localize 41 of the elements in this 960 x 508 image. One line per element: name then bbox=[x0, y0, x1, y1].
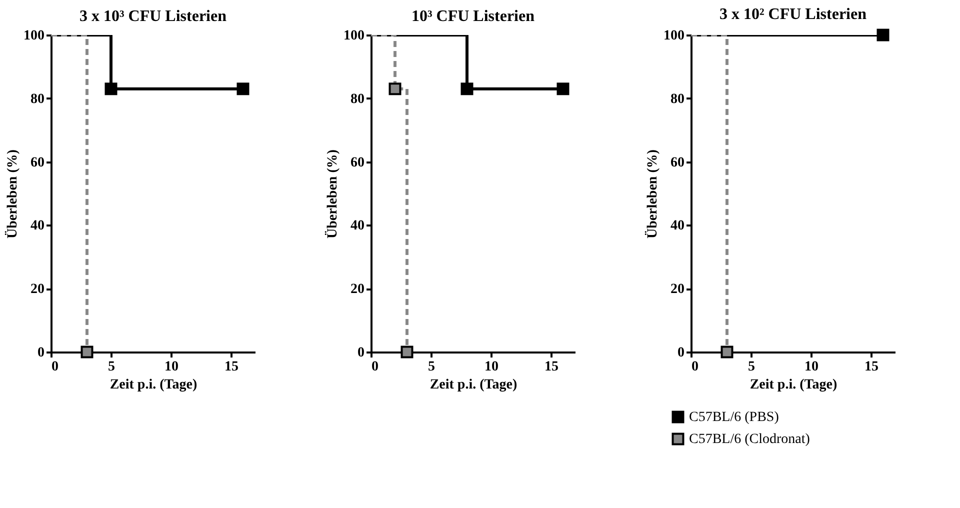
y-tick-label: 80 bbox=[30, 92, 44, 107]
y-tick-label: 100 bbox=[344, 28, 364, 44]
x-axis-title: Zeit p.i. (Tage) bbox=[110, 378, 198, 392]
y-tick-label: 0 bbox=[678, 346, 684, 360]
x-tick-label: 10 bbox=[804, 360, 818, 374]
y-tick-label: 40 bbox=[670, 218, 684, 234]
x-tick-label: 0 bbox=[52, 360, 58, 374]
x-tick-label: 15 bbox=[224, 360, 238, 374]
chart-title: 10³ CFU Listerien bbox=[412, 8, 535, 25]
y-tick-label: 80 bbox=[350, 92, 364, 107]
y-tick-label: 100 bbox=[664, 28, 684, 44]
x-tick-label: 10 bbox=[484, 360, 498, 374]
y-axis-title: Überleben (%) bbox=[644, 149, 660, 239]
chart-title: 3 x 10² CFU Listerien bbox=[720, 6, 867, 23]
y-tick-label: 60 bbox=[30, 155, 44, 170]
x-tick-label: 0 bbox=[372, 360, 378, 374]
y-tick-label: 0 bbox=[38, 346, 44, 360]
x-tick-label: 5 bbox=[428, 360, 435, 374]
legend-label: C57BL/6 (Clodronat) bbox=[689, 432, 810, 447]
y-tick-label: 20 bbox=[30, 282, 44, 298]
x-tick-label: 15 bbox=[864, 360, 878, 374]
y-tick-label: 80 bbox=[670, 92, 684, 107]
y-tick-label: 0 bbox=[358, 346, 364, 360]
x-axis-title: Zeit p.i. (Tage) bbox=[430, 378, 518, 392]
x-tick-label: 15 bbox=[544, 360, 558, 374]
y-tick-label: 60 bbox=[670, 155, 684, 170]
y-tick-label: 60 bbox=[350, 155, 364, 170]
x-tick-label: 0 bbox=[692, 360, 698, 374]
y-tick-label: 40 bbox=[30, 218, 44, 234]
legend-label: C57BL/6 (PBS) bbox=[689, 410, 780, 425]
y-tick-label: 20 bbox=[350, 282, 364, 298]
y-tick-label: 40 bbox=[350, 218, 364, 234]
x-axis-title: Zeit p.i. (Tage) bbox=[750, 378, 838, 392]
x-tick-label: 5 bbox=[748, 360, 755, 374]
x-tick-label: 5 bbox=[108, 360, 115, 374]
chart-title: 3 x 10³ CFU Listerien bbox=[80, 8, 227, 25]
y-axis-title: Überleben (%) bbox=[4, 149, 20, 239]
y-tick-label: 20 bbox=[670, 282, 684, 298]
y-tick-label: 100 bbox=[24, 28, 44, 44]
y-axis-title: Überleben (%) bbox=[324, 149, 340, 239]
x-tick-label: 10 bbox=[164, 360, 178, 374]
